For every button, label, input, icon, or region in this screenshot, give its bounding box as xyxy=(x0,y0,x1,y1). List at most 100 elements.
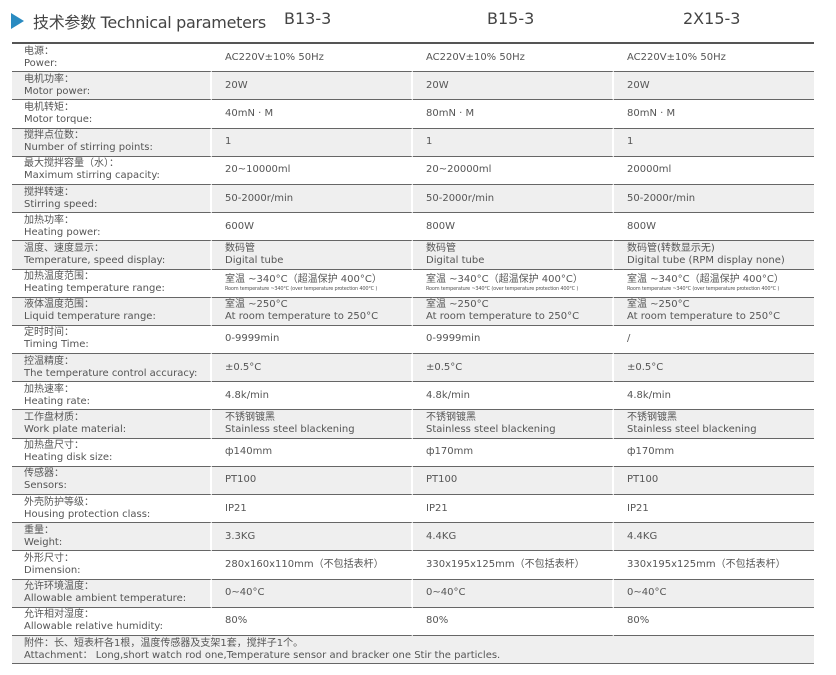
value-text: ф170mm xyxy=(426,446,474,458)
table-row: 液体温度范围： Liquid temperature range: 室温 ~250°… xyxy=(12,297,814,326)
value-text: 80mN · M xyxy=(426,107,475,119)
value-text: 50-2000r/min xyxy=(225,192,294,204)
label-en: Weight: xyxy=(24,536,63,548)
label-zh: 传感器： xyxy=(24,468,64,480)
param-value: 50-2000r/min xyxy=(413,184,614,214)
param-value: 4.4KG xyxy=(614,523,814,552)
param-label: 搅拌点位数： Number of stirring points: xyxy=(12,128,212,157)
page-title: 技术参数 Technical parameters xyxy=(33,13,266,32)
param-value: 20W xyxy=(413,72,614,101)
value-text-en: Digital tube xyxy=(225,254,284,266)
value-text: PT100 xyxy=(627,474,659,486)
value-text: 330x195x125mm（不包括表杆） xyxy=(426,558,585,570)
param-value: 数码管 Digital tube xyxy=(212,241,413,270)
param-label: 加热温度范围： Heating temperature range: xyxy=(12,269,212,298)
param-label: 电机转矩： Motor torque: xyxy=(12,100,212,129)
param-value: ф170mm xyxy=(413,438,614,467)
label-zh: 工作盘材质： xyxy=(24,412,84,424)
param-value: 20W xyxy=(212,72,413,101)
table-row: 电机转矩： Motor torque: 40mN · M 80mN · M 80mN ·… xyxy=(12,100,814,129)
param-label: 允许相对湿度： Allowable relative humidity: xyxy=(12,607,212,636)
label-zh: 液体温度范围： xyxy=(24,299,94,311)
param-label: 外形尺寸： Dimension: xyxy=(12,551,212,580)
param-value: 室温 ~250°C At room temperature to 250°C xyxy=(212,297,413,326)
label-en: Heating rate: xyxy=(24,395,91,407)
label-en: Work plate material: xyxy=(24,424,127,436)
value-text: IP21 xyxy=(225,502,247,514)
param-value: PT100 xyxy=(212,466,413,495)
param-value: AC220V±10% 50Hz xyxy=(614,44,814,73)
value-text: 330x195x125mm（不包括表杆） xyxy=(627,558,786,570)
param-value: 数码管 Digital tube xyxy=(413,241,614,270)
value-text: 3.3KG xyxy=(225,530,256,542)
model-b13-3: B13-3 xyxy=(284,9,332,28)
table-row: 加热速率： Heating rate: 4.8k/min 4.8k/min 4.8k/m… xyxy=(12,382,814,411)
value-text: 室温 ~250°C xyxy=(426,299,489,311)
param-label: 允许环境温度： Allowable ambient temperature: xyxy=(12,579,212,608)
value-text: 室温 ~340°C（超温保护 400°C） xyxy=(426,273,583,285)
value-text: ф170mm xyxy=(627,446,675,458)
value-text-en: Stainless steel blackening xyxy=(426,424,556,436)
label-zh: 外形尺寸： xyxy=(24,552,74,564)
param-value: 室温 ~340°C（超温保护 400°C） Room temperature ~3… xyxy=(212,269,413,298)
param-value: 50-2000r/min xyxy=(614,184,814,214)
param-value: IP21 xyxy=(212,495,413,524)
label-en: Heating power: xyxy=(24,226,101,238)
value-text: 不锈钢镀黑 xyxy=(426,412,476,424)
param-value: 室温 ~340°C（超温保护 400°C） Room temperature ~3… xyxy=(413,269,614,298)
label-en: Motor torque: xyxy=(24,113,93,125)
header: 技术参数 Technical parameters B13-3 B15-3 2X… xyxy=(0,8,836,36)
value-text: IP21 xyxy=(426,502,448,514)
param-value: 4.8k/min xyxy=(212,382,413,411)
param-value: PT100 xyxy=(413,466,614,495)
label-en: Heating disk size: xyxy=(24,452,113,464)
value-text-en: Digital tube xyxy=(426,254,485,266)
value-text: 1 xyxy=(627,136,634,148)
label-en: Heating temperature range: xyxy=(24,283,165,295)
param-value: 800W xyxy=(614,213,814,242)
label-zh: 电机转矩： xyxy=(24,101,74,113)
value-text: 50-2000r/min xyxy=(627,192,696,204)
value-text: 室温 ~340°C（超温保护 400°C） xyxy=(627,273,784,285)
value-text: 20W xyxy=(426,79,449,91)
value-text: 20W xyxy=(225,79,248,91)
param-value: ±0.5°C xyxy=(413,354,614,383)
table-row: 搅拌转速： Stirring speed: 50-2000r/min 50-2000r… xyxy=(12,184,814,214)
param-value: 室温 ~340°C（超温保护 400°C） Room temperature ~3… xyxy=(614,270,814,298)
value-text: ±0.5°C xyxy=(627,361,664,373)
value-text: PT100 xyxy=(225,474,257,486)
label-zh: 允许环境温度： xyxy=(24,581,94,593)
table-row: 外壳防护等级： Housing protection class: IP21 IP21… xyxy=(12,495,814,524)
value-text: 800W xyxy=(426,220,455,232)
value-text: 20000ml xyxy=(627,164,672,176)
label-zh: 搅拌点位数： xyxy=(24,130,84,142)
value-text: 600W xyxy=(225,220,254,232)
label-en: Temperature, speed display: xyxy=(24,254,166,266)
value-text: 80% xyxy=(225,615,248,627)
value-text: 20~20000ml xyxy=(426,164,492,176)
value-text: AC220V±10% 50Hz xyxy=(225,51,324,63)
param-value: 0-9999min xyxy=(413,325,614,355)
param-value: 20~10000ml xyxy=(212,156,413,185)
label-en: Liquid temperature range: xyxy=(24,311,156,323)
value-text: 数码管(转数显示无) xyxy=(627,242,715,254)
label-en: Allowable relative humidity: xyxy=(24,621,163,633)
param-label: 温度、速度显示： Temperature, speed display: xyxy=(12,241,212,270)
table-row: 控温精度： The temperature control accuracy: ±0… xyxy=(12,354,814,383)
param-value: 800W xyxy=(413,213,614,242)
param-value: 50-2000r/min xyxy=(212,184,413,214)
label-en: Housing protection class: xyxy=(24,508,151,520)
param-value: 室温 ~250°C At room temperature to 250°C xyxy=(614,297,814,326)
table-row: 加热功率： Heating power: 600W 800W 800W xyxy=(12,213,814,242)
value-text: 20W xyxy=(627,79,650,91)
table-row: 加热盘尺寸： Heating disk size: ф140mm ф170mm ф170… xyxy=(12,438,814,467)
param-label: 控温精度： The temperature control accuracy: xyxy=(12,354,212,383)
value-text: 4.4KG xyxy=(426,530,457,542)
value-text: 4.4KG xyxy=(627,530,658,542)
table-row: 电机功率： Motor power: 20W 20W 20W xyxy=(12,72,814,101)
value-text-en: Stainless steel blackening xyxy=(225,424,355,436)
param-value: 330x195x125mm（不包括表杆） xyxy=(413,551,614,580)
value-text: ±0.5°C xyxy=(225,361,262,373)
param-label: 加热功率： Heating power: xyxy=(12,213,212,242)
param-value: 不锈钢镀黑 Stainless steel blackening xyxy=(212,410,413,439)
